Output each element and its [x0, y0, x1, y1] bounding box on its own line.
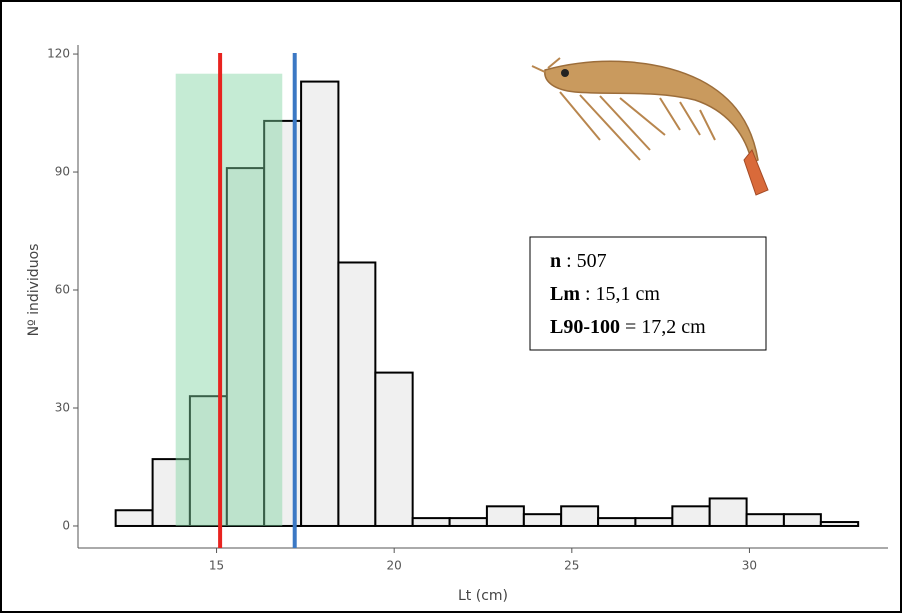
y-tick-label: 30	[55, 400, 70, 414]
annotation-value: : 507	[561, 250, 607, 272]
bar	[300, 80, 340, 527]
y-tick-label: 90	[55, 165, 70, 179]
x-tick-label: 25	[564, 559, 579, 573]
annotation-value: = 17,2 cm	[620, 316, 706, 338]
x-tick-label: 30	[742, 559, 757, 573]
bar	[745, 513, 785, 527]
annotation-box: n : 507 Lm : 15,1 cm L90-100 = 17,2 cm	[529, 236, 767, 351]
bar	[485, 505, 525, 527]
bar	[560, 505, 600, 527]
annotation-key: Lm	[550, 283, 580, 305]
x-tick-label: 15	[209, 559, 224, 573]
x-axis-label: Lt (cm)	[458, 588, 508, 604]
plot-area: 0 30 60 90 120 15 20 25 30	[47, 45, 888, 573]
bar	[374, 371, 414, 527]
annotation-key: L90-100	[550, 316, 620, 338]
bar	[634, 517, 674, 527]
annotation-line: L90-100 = 17,2 cm	[550, 316, 706, 338]
y-tick-label: 120	[47, 47, 70, 61]
bar	[114, 509, 154, 527]
bar	[337, 261, 377, 527]
y-tick-label: 0	[62, 518, 70, 532]
bar	[225, 167, 266, 527]
annotation-line: n : 507	[550, 250, 607, 272]
bar	[411, 517, 451, 527]
bar	[522, 513, 563, 527]
annotation-line: Lm : 15,1 cm	[550, 283, 660, 305]
bar	[671, 505, 711, 527]
annotation-frame	[529, 236, 767, 351]
y-axis-label: Nº individuos	[26, 244, 42, 337]
annotation-key: n	[550, 250, 561, 272]
y-tick-label: 60	[55, 283, 70, 297]
bar	[708, 497, 748, 527]
bar	[448, 517, 488, 527]
bar	[782, 513, 822, 527]
bar	[819, 521, 860, 527]
bar	[597, 517, 637, 527]
annotation-value: : 15,1 cm	[580, 283, 660, 305]
shrimp-illustration	[531, 57, 769, 196]
x-tick-label: 20	[387, 559, 402, 573]
highlight-span	[175, 73, 283, 526]
